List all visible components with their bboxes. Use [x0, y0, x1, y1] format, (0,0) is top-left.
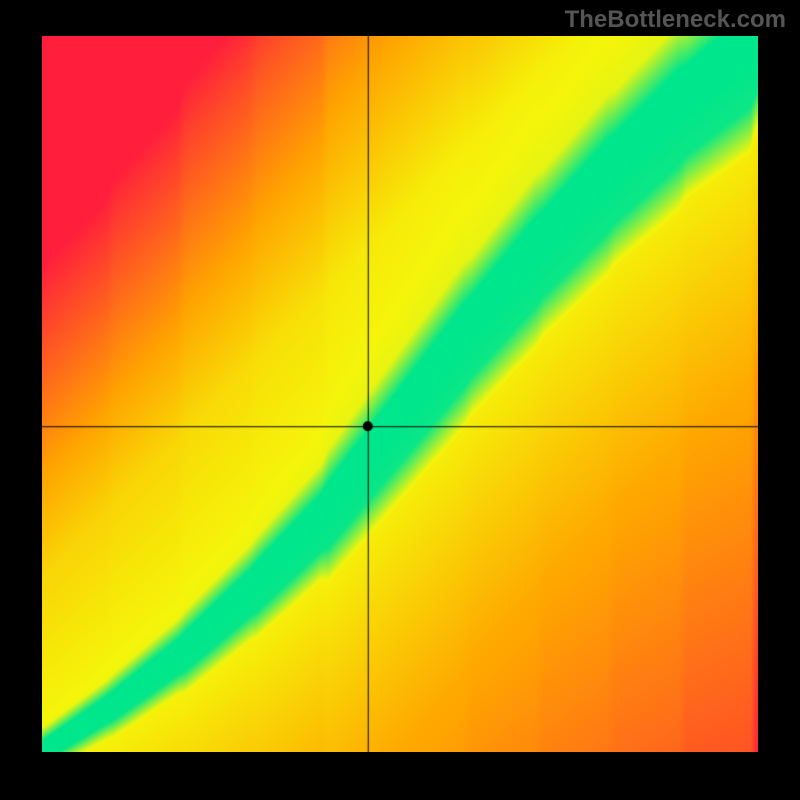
chart-container: TheBottleneck.com — [0, 0, 800, 800]
watermark-text: TheBottleneck.com — [565, 6, 786, 34]
crosshair-overlay — [42, 36, 758, 752]
